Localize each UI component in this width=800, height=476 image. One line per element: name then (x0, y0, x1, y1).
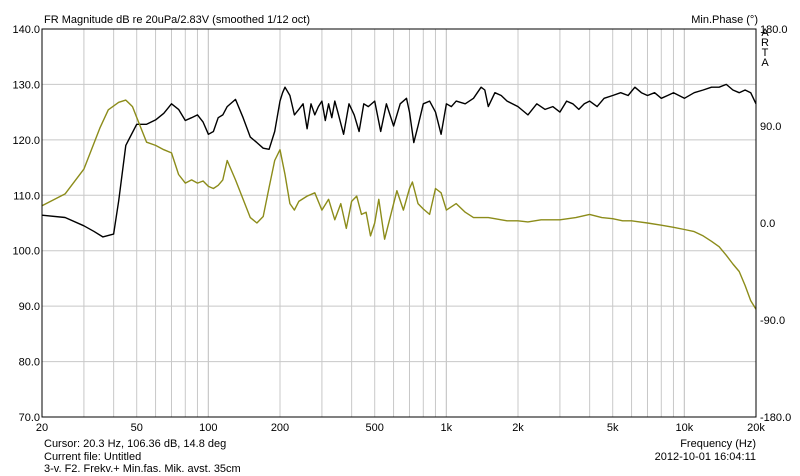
x-tick-label: 200 (271, 422, 289, 434)
y-tick-label: 110.0 (13, 190, 40, 202)
y-tick-label: 120.0 (12, 135, 40, 147)
watermark-letter: R (761, 37, 769, 49)
y-tick-label: 140.0 (12, 24, 40, 36)
cursor-readout: Cursor: 20.3 Hz, 106.36 dB, 14.8 deg (44, 438, 227, 450)
y-tick-label: 90.0 (19, 301, 40, 313)
comment-line: 3-v. F2. Frekv.+ Min.fas. Mik. avst. 35c… (44, 463, 241, 475)
x-tick-label: 50 (131, 422, 143, 434)
timestamp: 2012-10-01 16:04:11 (654, 451, 756, 463)
y2-tick-label: 0.0 (760, 218, 775, 230)
x-tick-label: 1k (441, 422, 453, 434)
right-axis-title: Min.Phase (°) (691, 14, 758, 26)
y2-tick-label: -90.0 (760, 315, 785, 327)
watermark-letter: A (761, 57, 769, 69)
phase-series-line (41, 99, 757, 310)
x-tick-label: 10k (675, 422, 693, 434)
chart-title: FR Magnitude dB re 20uPa/2.83V (smoothed… (44, 14, 310, 26)
y-tick-label: 70.0 (19, 412, 40, 424)
y2-tick-label: 180.0 (760, 24, 788, 36)
x-axis-label: Frequency (Hz) (680, 438, 756, 450)
y-tick-label: 130.0 (12, 79, 40, 91)
x-tick-label: 20k (747, 422, 765, 434)
y2-tick-label: 90.0 (760, 121, 781, 133)
current-file: Current file: Untitled (44, 451, 142, 463)
watermark-letter: T (761, 47, 769, 59)
watermark-letter: A (761, 27, 769, 39)
x-tick-label: 2k (512, 422, 524, 434)
magnitude-series-line (41, 83, 757, 238)
y-tick-label: 80.0 (19, 357, 40, 369)
x-tick-label: 20 (36, 422, 48, 434)
plot-background (42, 29, 756, 417)
x-tick-label: 5k (607, 422, 619, 434)
y2-tick-label: -180.0 (760, 412, 791, 424)
x-tick-label: 100 (199, 422, 217, 434)
x-tick-label: 500 (366, 422, 384, 434)
y-tick-label: 100.0 (12, 246, 40, 258)
plot-frame (41, 28, 757, 418)
